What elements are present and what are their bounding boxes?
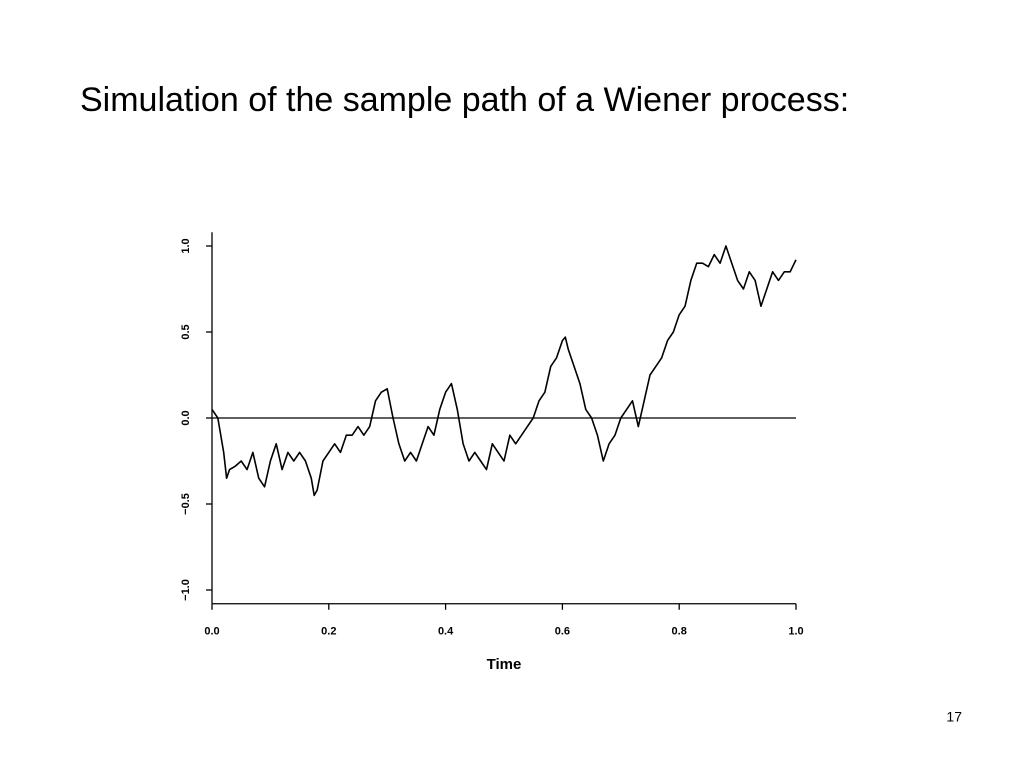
x-tick-label: 0.6: [555, 626, 570, 638]
y-tick-label: 0.0: [180, 410, 192, 425]
y-tick-label: −1.0: [180, 579, 192, 601]
x-tick-label: 1.0: [788, 626, 803, 638]
y-tick-label: −0.5: [180, 493, 192, 515]
y-tick-label: 1.0: [180, 238, 192, 253]
slide-number: 17: [946, 709, 962, 725]
x-tick-label: 0.2: [321, 626, 336, 638]
slide-title: Simulation of the sample path of a Wiene…: [80, 81, 849, 119]
x-tick-label: 0.0: [204, 626, 219, 638]
x-axis-label: Time: [487, 656, 522, 673]
x-tick-label: 0.8: [672, 626, 687, 638]
x-tick-label: 0.4: [438, 626, 454, 638]
sample-path: [211, 245, 797, 497]
y-tick-label: 0.5: [180, 324, 192, 339]
